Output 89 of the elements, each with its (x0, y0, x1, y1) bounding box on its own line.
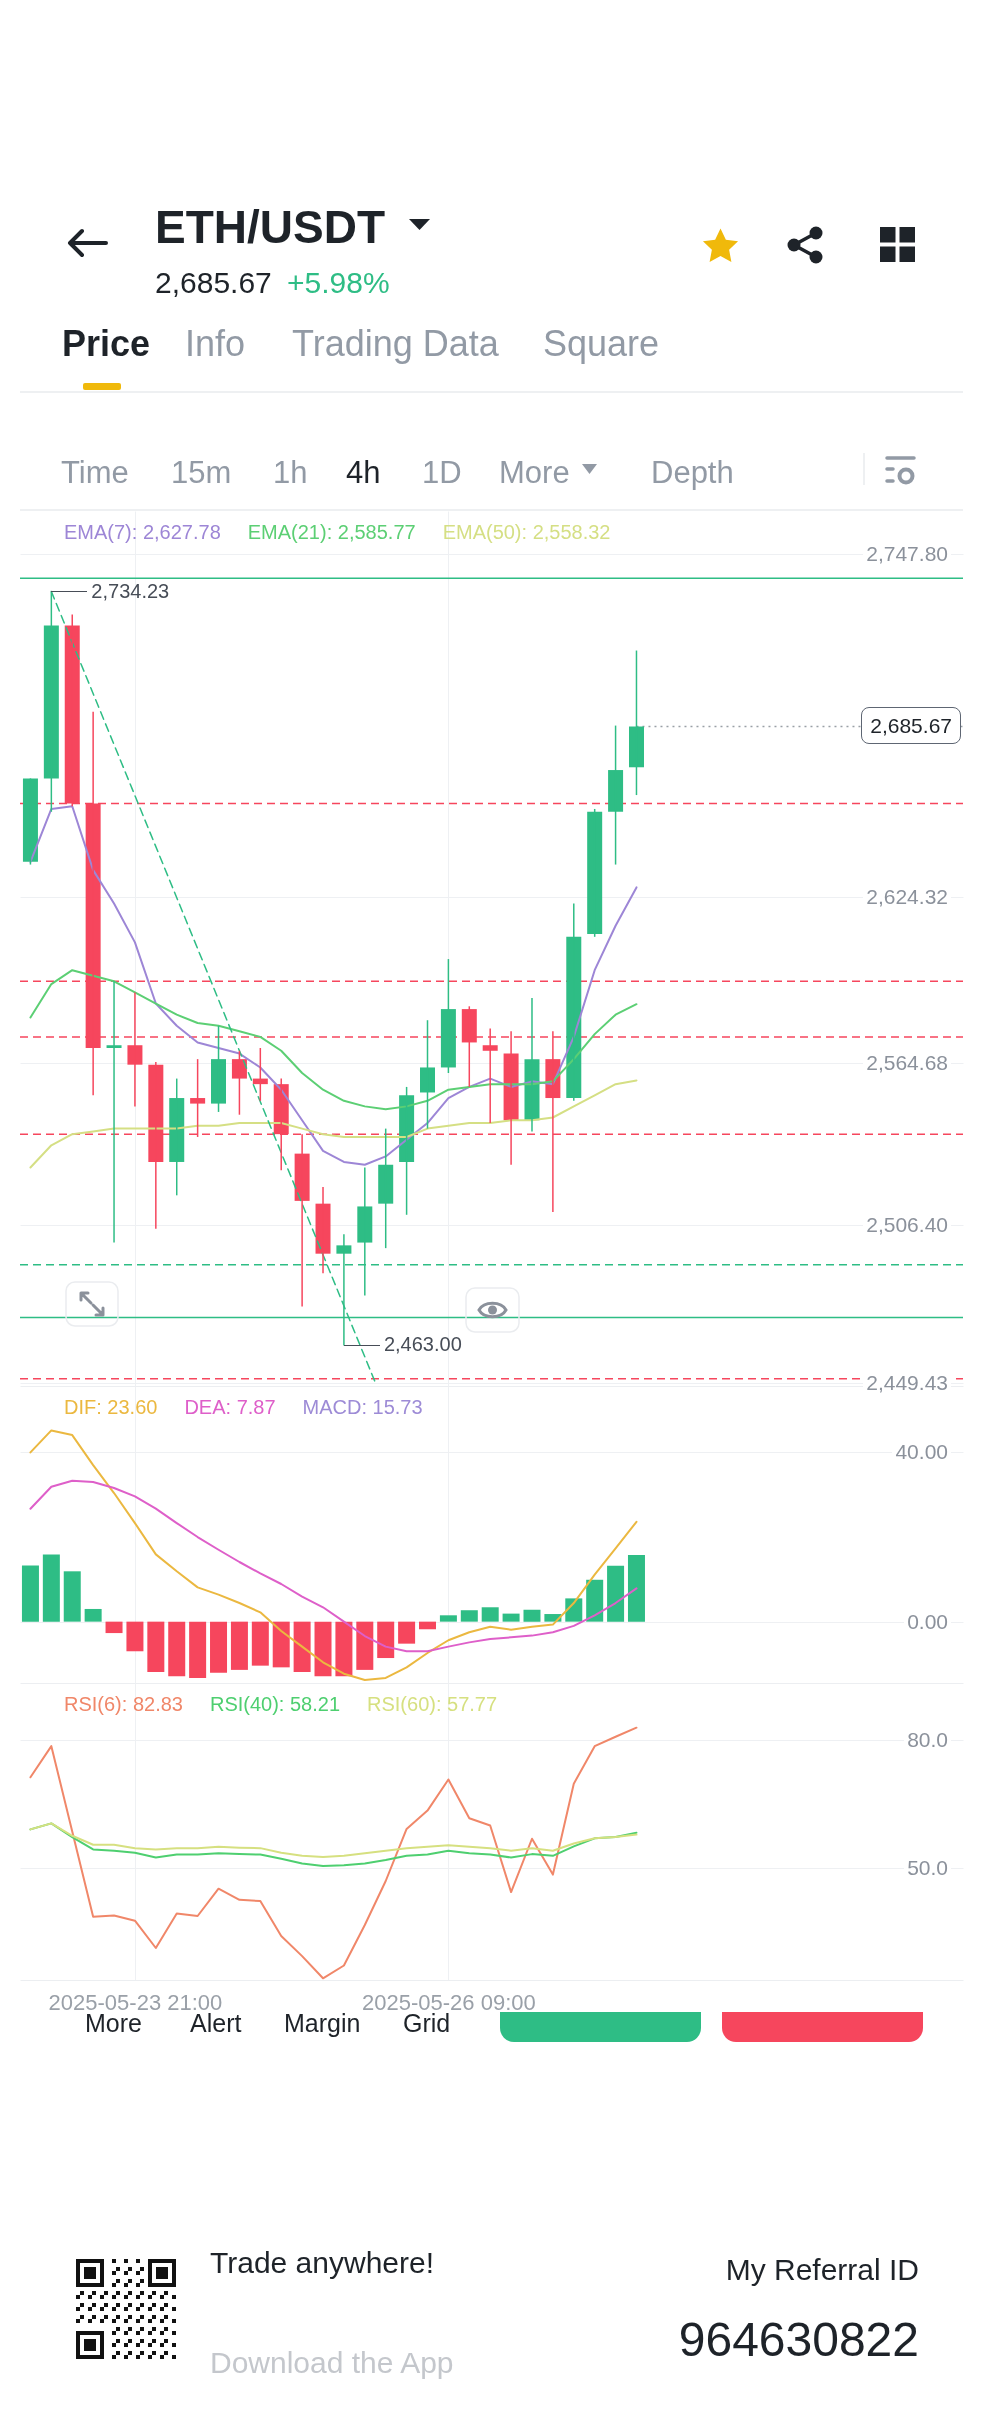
bar (147, 1621, 165, 1672)
bar (627, 1555, 645, 1622)
bar (126, 1621, 144, 1652)
bar (84, 1608, 102, 1622)
candlestick (628, 649, 644, 796)
line-series (29, 1479, 638, 1653)
text: RSI(60): 57.77 (367, 1693, 498, 1715)
text: Trading Data (292, 323, 499, 364)
candlestick (587, 808, 603, 938)
y-tick-label: 40.00 (892, 1440, 951, 1465)
text: Time (61, 455, 129, 490)
bar (607, 1565, 625, 1622)
candlestick (420, 1019, 435, 1130)
bar (210, 1621, 228, 1673)
bar (356, 1621, 374, 1670)
text: 1D (422, 455, 462, 490)
text: Margin (284, 2009, 361, 2037)
y-tick-label: 2,506.40 (863, 1212, 951, 1237)
text: Grid (403, 2009, 451, 2037)
candlestick (211, 1025, 227, 1113)
bar (586, 1579, 604, 1622)
y-tick-label: 2,747.80 (863, 541, 951, 566)
candlestick (231, 1050, 247, 1116)
text: EMA(50): 2,558.32 (442, 521, 611, 543)
bar (314, 1621, 332, 1677)
bar (230, 1621, 248, 1670)
text: Alert (190, 2009, 242, 2037)
text: 2,685.67 (155, 266, 272, 299)
bar (377, 1621, 395, 1659)
line-series (29, 805, 638, 1166)
series-label: RSI(6): 82.83 (64, 1693, 183, 1715)
line-series (29, 969, 638, 1111)
line-series (29, 1822, 638, 1859)
candlestick (22, 777, 38, 866)
text: Price (62, 323, 151, 364)
bar (189, 1621, 207, 1678)
bar (439, 1615, 457, 1622)
ref-line-label: 2,685.67 (861, 707, 961, 745)
bar (460, 1610, 478, 1622)
y-tick-label: 50.0 (904, 1855, 951, 1880)
line-series (29, 1079, 638, 1169)
text: Trade anywhere! (210, 2246, 435, 2279)
bar (272, 1621, 290, 1668)
text: RSI(40): 58.21 (209, 1693, 341, 1715)
line-series (29, 1726, 638, 1980)
bar (523, 1609, 541, 1622)
text: More (499, 455, 570, 490)
annotation: 2,734.23 (91, 579, 170, 602)
bar (398, 1621, 416, 1644)
text: Square (543, 323, 660, 364)
text: EMA(7): 2,627.78 (64, 521, 221, 543)
text: My Referral ID (725, 2253, 919, 2286)
line-series (29, 1429, 638, 1682)
bar (251, 1621, 269, 1666)
bar (168, 1621, 186, 1677)
candlestick (608, 724, 624, 866)
bar (502, 1613, 520, 1622)
text: Download the App (210, 2346, 454, 2379)
bar (335, 1621, 353, 1677)
text: More (85, 2009, 142, 2037)
candlestick (106, 980, 122, 1244)
bar (293, 1621, 311, 1672)
candlestick (440, 958, 456, 1074)
series-label: DIF: 23.60 (64, 1396, 158, 1418)
text: 964630822 (678, 2313, 919, 2366)
text: Info (185, 323, 246, 364)
text: DEA: 7.87 (184, 1396, 276, 1418)
candlestick (378, 1127, 394, 1249)
bar (63, 1571, 81, 1622)
y-tick-label: 0.00 (904, 1609, 951, 1634)
text: 4h (346, 455, 381, 490)
annotation: 2,463.00 (383, 1333, 462, 1356)
candlestick (169, 1077, 185, 1197)
y-tick-label: 80.0 (904, 1727, 951, 1752)
bar (21, 1565, 39, 1622)
y-tick-label: 2,624.32 (863, 885, 951, 910)
text: +5.98% (287, 266, 390, 299)
y-tick-label: 2,564.68 (863, 1050, 951, 1075)
bar (105, 1621, 123, 1634)
bar (481, 1607, 499, 1622)
text: ETH/USDT (155, 201, 385, 253)
bar (42, 1554, 60, 1622)
annotation: MACD: 15.73 (302, 1396, 423, 1418)
text: Depth (651, 455, 734, 490)
bar (419, 1621, 436, 1630)
text: 1h (273, 455, 308, 490)
y-tick-label: 2,449.43 (863, 1371, 951, 1396)
text: 15m (171, 455, 232, 490)
text: EMA(21): 2,585.77 (247, 521, 416, 543)
